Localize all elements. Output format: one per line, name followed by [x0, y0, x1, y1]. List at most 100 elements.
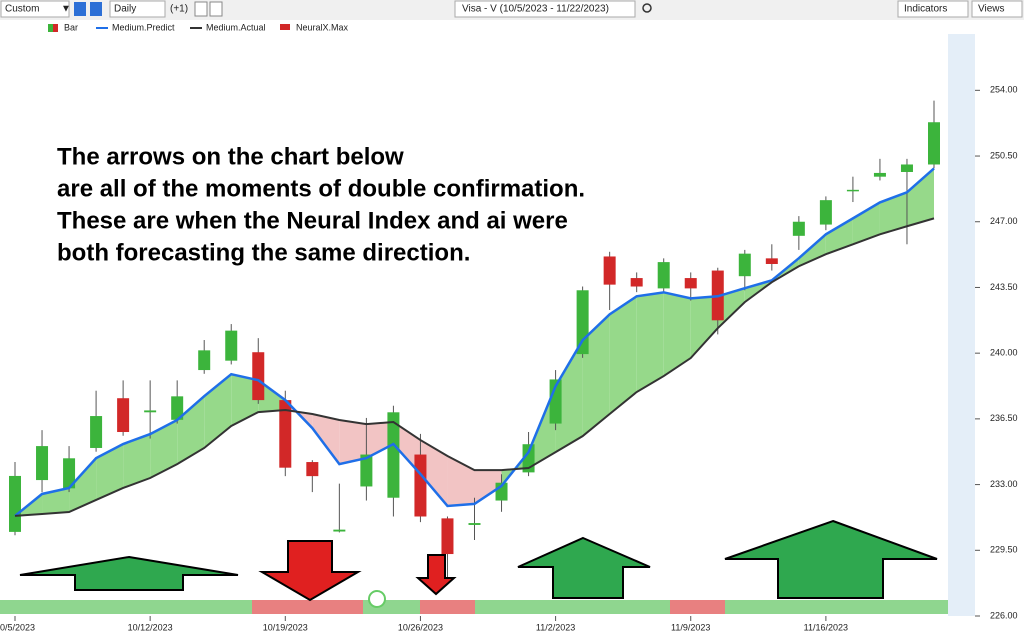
- legend-swatch: [48, 24, 53, 32]
- candle-body: [684, 278, 697, 289]
- candle-body: [360, 454, 373, 487]
- spread-fill: [393, 422, 421, 475]
- right-strip: [948, 34, 975, 616]
- candle-body: [252, 352, 265, 401]
- y-tick-label: 229.50: [990, 545, 1018, 555]
- annotation: both forecasting the same direction.: [57, 239, 470, 266]
- candle-body: [9, 475, 21, 532]
- candle-body: [819, 200, 832, 225]
- symbol-box[interactable]: [454, 0, 636, 18]
- candle-body: [333, 529, 346, 532]
- x-tick-label: 10/12/2023: [128, 622, 173, 632]
- y-tick-label: 236.50: [990, 413, 1018, 423]
- neural-index-down: [252, 600, 363, 614]
- candle-body: [630, 278, 643, 287]
- candle-body: [846, 189, 859, 192]
- candle-body: [928, 122, 940, 165]
- x-tick-label: 11/9/2023: [671, 622, 710, 632]
- candle-body: [279, 400, 292, 468]
- spread-fill: [879, 192, 907, 235]
- dollar-icon[interactable]: [368, 590, 386, 608]
- spread-fill: [69, 458, 97, 512]
- candle-body: [603, 256, 616, 285]
- spread-fill: [420, 440, 448, 506]
- y-tick-label: 226.00: [990, 610, 1018, 620]
- annotation: The arrows on the chart below: [57, 143, 404, 170]
- spread-fill: [906, 168, 934, 227]
- spread-fill: [123, 434, 151, 488]
- spread-fill: [825, 218, 853, 255]
- spread-fill: [231, 374, 259, 427]
- spread-fill: [528, 386, 556, 469]
- x-tick-label: 10/26/2023: [398, 622, 443, 632]
- period: Custom: [5, 4, 39, 15]
- candle-body: [792, 221, 805, 236]
- y-tick-label: 254.00: [990, 85, 1018, 95]
- spread-fill: [42, 487, 70, 515]
- y-tick-label: 247.00: [990, 216, 1018, 226]
- legend-label: Medium.Actual: [206, 22, 266, 32]
- legend: Bar Medium.Predict Medium.Actual NeuralX.Ma…: [48, 22, 349, 32]
- legend-swatch: [280, 24, 290, 30]
- line-series: [14, 217, 935, 517]
- remove-button[interactable]: [90, 2, 102, 16]
- spread-fill: [852, 202, 880, 245]
- indicators-button[interactable]: [897, 0, 969, 18]
- candle-body: [873, 172, 886, 177]
- dropdown-icon: ▼: [61, 4, 71, 15]
- line-series: [14, 167, 935, 517]
- y-tick-label: 240.00: [990, 348, 1018, 358]
- views: Views: [978, 4, 1005, 15]
- y-tick-label: 250.50: [990, 150, 1018, 160]
- candle-body: [657, 262, 670, 289]
- views-button[interactable]: [971, 0, 1023, 18]
- period-select[interactable]: [0, 0, 70, 18]
- down-arrow: [415, 554, 457, 596]
- candle-body: [765, 258, 778, 264]
- legend-label: NeuralX.Max: [296, 22, 349, 32]
- spread-fill: [690, 296, 718, 359]
- y-tick-label: 233.00: [990, 479, 1018, 489]
- axes: 226.00 229.50 233.00 236.50 240.00 243.50 247.…: [0, 85, 1018, 633]
- candle-body: [441, 518, 454, 555]
- candle-body: [144, 410, 157, 413]
- candle-body: [171, 396, 184, 420]
- spread-fill: [366, 422, 394, 459]
- candle-body: [306, 462, 319, 477]
- search-icon[interactable]: [642, 3, 652, 13]
- spread-fill: [663, 292, 691, 377]
- candle-body: [36, 446, 49, 481]
- neural-index-down: [420, 600, 475, 614]
- offset-minus[interactable]: [209, 1, 223, 17]
- candle-body: [414, 454, 427, 517]
- offset-plus[interactable]: [194, 1, 208, 17]
- candle-body: [63, 458, 76, 489]
- candle-body: [576, 290, 589, 355]
- candle-body: [387, 412, 400, 498]
- spread-fill: [582, 314, 610, 437]
- neural-index-down: [670, 600, 725, 614]
- spread-fill: [447, 456, 475, 506]
- legend-label: Bar: [64, 22, 78, 32]
- up-arrow: [19, 555, 239, 591]
- add-button[interactable]: [74, 2, 86, 16]
- candle-body: [468, 523, 481, 525]
- spread-fill: [339, 419, 367, 465]
- x-tick-label: 11/16/2023: [804, 622, 848, 632]
- spread-fill: [798, 234, 826, 267]
- y-tick-label: 243.50: [990, 282, 1018, 292]
- spread-fill: [96, 444, 124, 500]
- interval-select[interactable]: [109, 0, 166, 18]
- up-arrow: [517, 536, 651, 599]
- offset: (+1): [170, 4, 188, 15]
- symbol: Visa - V (10/5/2023 - 11/22/2023): [462, 4, 609, 15]
- indicators: Indicators: [904, 4, 947, 15]
- candle-body: [117, 398, 130, 433]
- spread-fill: [204, 374, 232, 448]
- spread-fill: [150, 419, 178, 479]
- down-arrow: [258, 540, 362, 602]
- spread-fill: [312, 413, 340, 465]
- legend-label: Medium.Predict: [112, 22, 175, 32]
